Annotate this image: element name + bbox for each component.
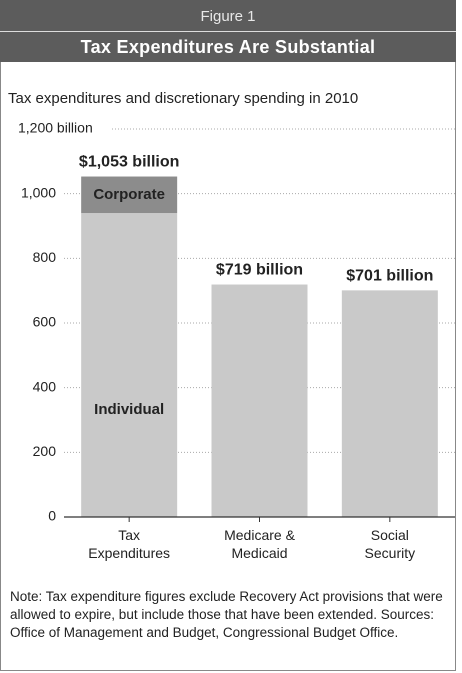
segment-label: Corporate <box>93 186 165 203</box>
chart-title: Tax Expenditures Are Substantial <box>80 37 376 57</box>
bar-segment <box>81 176 178 214</box>
y-tick-label: 1,200 billion <box>18 120 93 136</box>
y-tick-label: 0 <box>48 508 56 524</box>
y-tick-label: 200 <box>33 443 57 459</box>
note: Note: Tax expenditure figures exclude Re… <box>10 589 443 640</box>
x-tick-label: Medicare & Medicaid <box>224 527 295 561</box>
y-tick-label: 1,000 <box>21 184 56 200</box>
header: Figure 1 Tax Expenditures Are Substantia… <box>0 0 456 62</box>
x-tick-label: Social Security <box>364 527 416 561</box>
value-label: $1,053 billion <box>79 154 179 171</box>
bar <box>211 284 308 517</box>
segment-label: Individual <box>94 401 164 418</box>
bar-segment <box>81 213 178 518</box>
x-tick-label: Tax Expenditures <box>88 527 171 561</box>
y-tick-label: 600 <box>33 314 57 330</box>
value-label: $719 billion <box>216 262 303 279</box>
subtitle: Tax expenditures and discretionary spend… <box>8 90 359 107</box>
y-tick-label: 800 <box>33 249 57 265</box>
header-rule <box>0 31 456 32</box>
bar <box>341 290 438 517</box>
y-tick-label: 400 <box>33 378 57 394</box>
figure-label: Figure 1 <box>200 8 256 25</box>
value-label: $701 billion <box>346 268 433 285</box>
